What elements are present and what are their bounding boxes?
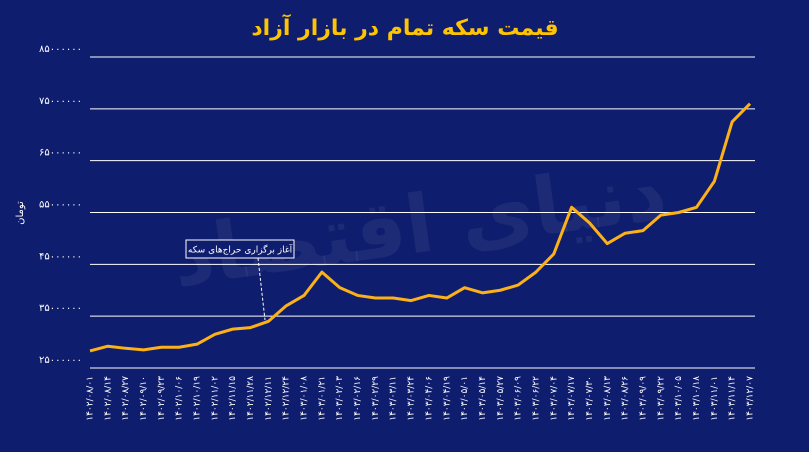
x-tick-label: ۱۴۰۳/۰۳/۲۴ — [407, 376, 417, 421]
x-tick-label: ۱۴۰۲/۱۰/۱۹ — [193, 376, 203, 421]
x-tick-label: ۱۴۰۳/۰۱/۲۱ — [317, 376, 327, 421]
x-tick-label: ۱۴۰۳/۰۷/۳۰ — [585, 376, 595, 421]
x-tick-label: ۱۴۰۳/۰۸/۲۶ — [621, 376, 631, 421]
annotation-pointer — [257, 257, 266, 321]
x-tick-label: ۱۴۰۳/۰۵/۰۱ — [460, 376, 470, 421]
x-tick-label: ۱۴۰۳/۰۹/۲۲ — [656, 376, 666, 421]
x-tick-label: ۱۴۰۳/۰۱/۰۸ — [300, 376, 310, 421]
x-tick-label: ۱۴۰۳/۱۰/۰۵ — [674, 376, 684, 421]
y-tick-label: ۶۵۰۰۰۰۰۰ — [39, 148, 82, 159]
x-tick-label: ۱۴۰۳/۰۷/۱۷ — [567, 376, 577, 421]
annotation: آغاز برگزاری حراج‌های سکه — [188, 244, 293, 256]
x-tick-label: ۱۴۰۳/۰۳/۱۱ — [389, 376, 399, 421]
y-tick-label: ۳۵۰۰۰۰۰۰ — [39, 303, 82, 314]
x-tick-label: ۱۴۰۲/۱۱/۱۵ — [228, 376, 238, 421]
x-tick-label: ۱۴۰۳/۰۴/۱۹ — [442, 376, 452, 421]
y-tick-label: ۸۵۰۰۰۰۰۰ — [39, 44, 82, 55]
x-tick-label: ۱۴۰۳/۱۰/۱۸ — [692, 376, 702, 421]
y-tick-label: ۷۵۰۰۰۰۰۰ — [39, 96, 82, 107]
chart-title: قیمت سکه تمام در بازار آزاد — [251, 13, 558, 41]
x-tick-label: ۱۴۰۲/۰۸/۱۴ — [103, 376, 113, 421]
y-tick-label: ۵۵۰۰۰۰۰۰ — [39, 200, 82, 211]
x-tick-label: ۱۴۰۳/۰۴/۰۶ — [424, 376, 434, 421]
x-tick-label: ۱۴۰۳/۱۲/۰۷ — [746, 376, 756, 421]
y-tick-label: ۴۵۰۰۰۰۰۰ — [39, 251, 82, 262]
x-tick-label: ۱۴۰۲/۰۸/۰۱ — [86, 376, 96, 421]
x-tick-label: ۱۴۰۳/۰۸/۱۳ — [603, 376, 613, 421]
x-tick-label: ۱۴۰۳/۰۲/۲۹ — [371, 376, 381, 421]
annotation-box — [185, 239, 295, 259]
x-tick-label: ۱۴۰۳/۰۶/۲۲ — [531, 376, 541, 421]
x-tick-label: ۱۴۰۳/۰۲/۱۶ — [353, 376, 363, 421]
x-tick-label: ۱۴۰۲/۰۸/۲۷ — [121, 376, 131, 421]
x-tick-label: ۱۴۰۳/۱۱/۰۱ — [710, 376, 720, 421]
x-tick-label: ۱۴۰۲/۰۹/۲۳ — [157, 376, 167, 421]
y-tick-label: ۲۵۰۰۰۰۰۰ — [39, 355, 82, 366]
x-tick-label: ۱۴۰۳/۱۱/۱۴ — [728, 376, 738, 421]
x-tick-label: ۱۴۰۲/۰۹/۱۰ — [139, 376, 149, 421]
x-tick-label: ۱۴۰۲/۱۰/۰۶ — [175, 376, 185, 421]
price-line — [89, 102, 752, 353]
x-tick-label: ۱۴۰۲/۱۲/۲۴ — [282, 376, 292, 421]
x-tick-label: ۱۴۰۳/۰۷/۰۴ — [549, 376, 559, 421]
x-tick-label: ۱۴۰۲/۱۲/۱۱ — [264, 376, 274, 421]
plot-area: ۲۵۰۰۰۰۰۰ ۳۵۰۰۰۰۰۰ ۴۵۰۰۰۰۰۰ ۵۵۰۰۰۰۰۰ ۶۵۰۰۰۰۰۰… — [39, 44, 755, 421]
x-tick-label: ۱۴۰۲/۱۱/۰۲ — [210, 376, 220, 421]
x-tick-label: ۱۴۰۳/۰۵/۲۷ — [496, 376, 506, 421]
x-tick-label: ۱۴۰۳/۰۲/۰۳ — [335, 376, 345, 421]
x-tick-label: ۱۴۰۳/۰۵/۱۴ — [478, 376, 488, 421]
x-tick-label: ۱۴۰۲/۱۱/۲۸ — [246, 376, 256, 421]
y-axis-label: تومان — [15, 201, 26, 225]
x-tick-label: ۱۴۰۳/۰۶/۰۹ — [514, 376, 524, 421]
x-tick-label: ۱۴۰۳/۰۹/۰۹ — [638, 376, 648, 421]
